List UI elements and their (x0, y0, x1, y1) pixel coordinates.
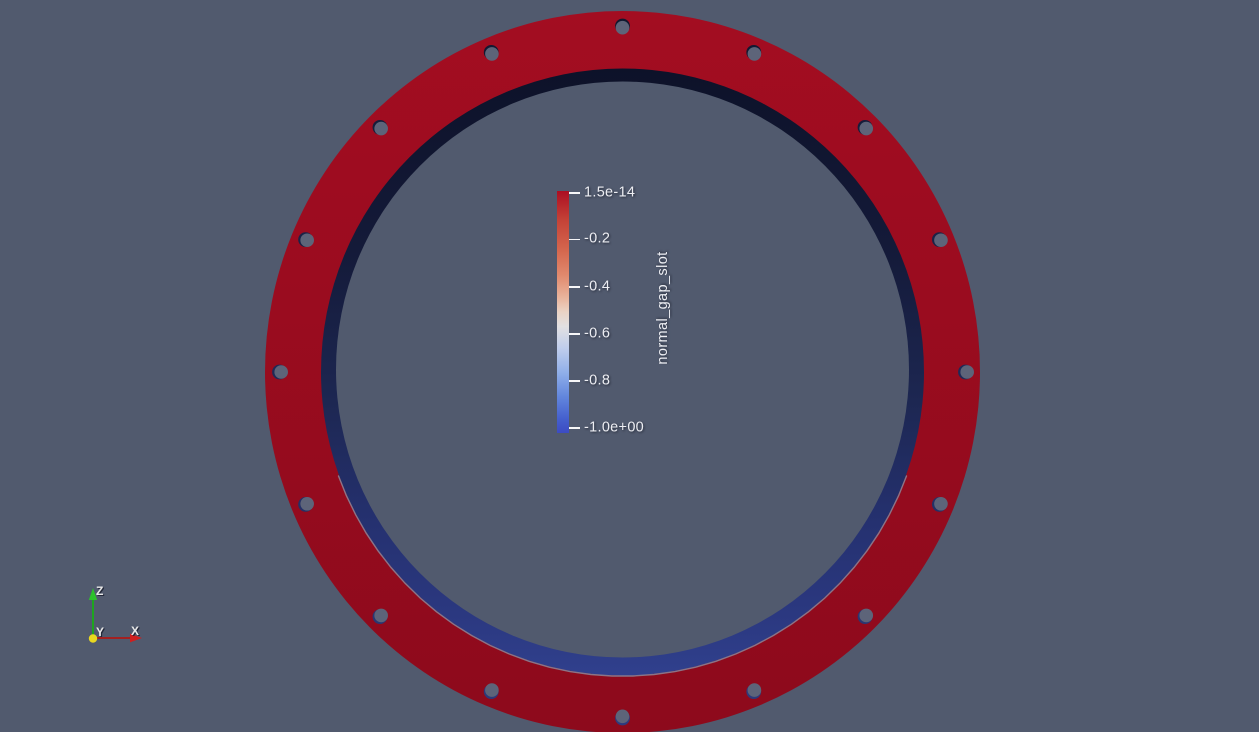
x-axis-arrowhead-icon (130, 633, 142, 643)
scalar-bar-gradient[interactable] (557, 191, 569, 433)
bolt-hole (300, 233, 314, 248)
y-axis-label: Y (96, 625, 104, 639)
y-axis-ball-icon (88, 634, 98, 643)
bolt-hole (485, 683, 499, 697)
bolt-hole (300, 496, 314, 511)
z-axis-label: Z (96, 584, 103, 598)
bolt-hole (374, 608, 388, 623)
orientation-axes-widget: X X Z Z Y Y (88, 584, 142, 643)
bolt-hole (485, 47, 499, 61)
bolt-holes (272, 18, 974, 726)
bolt-hole (274, 365, 289, 379)
bolt-hole (374, 121, 388, 136)
x-axis-label: X (131, 624, 139, 638)
bolt-hole (960, 365, 974, 379)
x-axis-label-shadow: X (132, 625, 140, 639)
bolt-hole (747, 47, 762, 61)
bolt-hole (934, 496, 948, 511)
z-axis-arrowhead-icon (88, 588, 98, 600)
flange-inner-opening (336, 81, 909, 658)
bolt-hole (747, 683, 762, 697)
bolt-hole (615, 709, 630, 724)
z-axis-label-shadow: Z (97, 585, 104, 599)
bolt-hole (934, 233, 948, 248)
y-axis-label-shadow: Y (97, 626, 105, 640)
bolt-hole (615, 20, 630, 35)
bore-chamfer-highlight (337, 475, 908, 677)
bolt-hole (859, 608, 874, 623)
bolt-hole (859, 121, 874, 136)
